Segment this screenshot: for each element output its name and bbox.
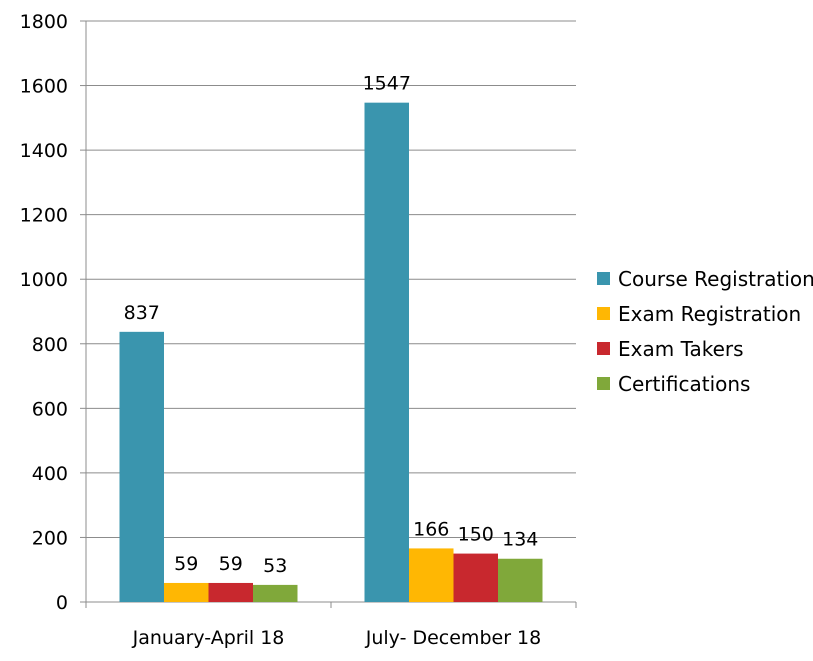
- bar: [453, 553, 498, 602]
- legend-swatch: [597, 272, 610, 285]
- x-category-label: July- December 18: [365, 627, 541, 649]
- bar: [364, 102, 409, 602]
- data-label: 1547: [363, 73, 411, 95]
- legend-swatch: [597, 307, 610, 320]
- y-tick-label: 800: [32, 334, 68, 356]
- bar: [498, 558, 543, 602]
- x-category-label: January-April 18: [132, 627, 285, 649]
- y-tick-label: 1200: [20, 205, 68, 227]
- bar: [409, 548, 454, 602]
- data-label: 166: [413, 518, 449, 540]
- y-tick-label: 200: [32, 527, 68, 549]
- legend-swatch: [597, 342, 610, 355]
- data-label: 59: [174, 553, 198, 575]
- y-tick-label: 1600: [20, 76, 68, 98]
- legend-swatch: [597, 377, 610, 390]
- data-label: 150: [458, 524, 494, 546]
- y-tick-label: 1000: [20, 269, 68, 291]
- bar: [208, 582, 253, 602]
- bar: [119, 331, 164, 602]
- y-tick-label: 400: [32, 463, 68, 485]
- data-label: 53: [263, 555, 287, 577]
- legend-label: Course Registration: [618, 267, 813, 291]
- y-tick-label: 600: [32, 398, 68, 420]
- legend-label: Exam Takers: [618, 337, 744, 361]
- data-label: 59: [219, 553, 243, 575]
- y-tick-label: 1400: [20, 140, 68, 162]
- data-label: 837: [124, 302, 160, 324]
- bar: [253, 584, 298, 602]
- y-tick-label: 1800: [20, 11, 68, 33]
- y-tick-label: 0: [56, 592, 68, 614]
- data-label: 134: [502, 529, 538, 551]
- legend-label: Certifications: [618, 372, 750, 396]
- legend-label: Exam Registration: [618, 302, 801, 326]
- bar: [164, 582, 209, 602]
